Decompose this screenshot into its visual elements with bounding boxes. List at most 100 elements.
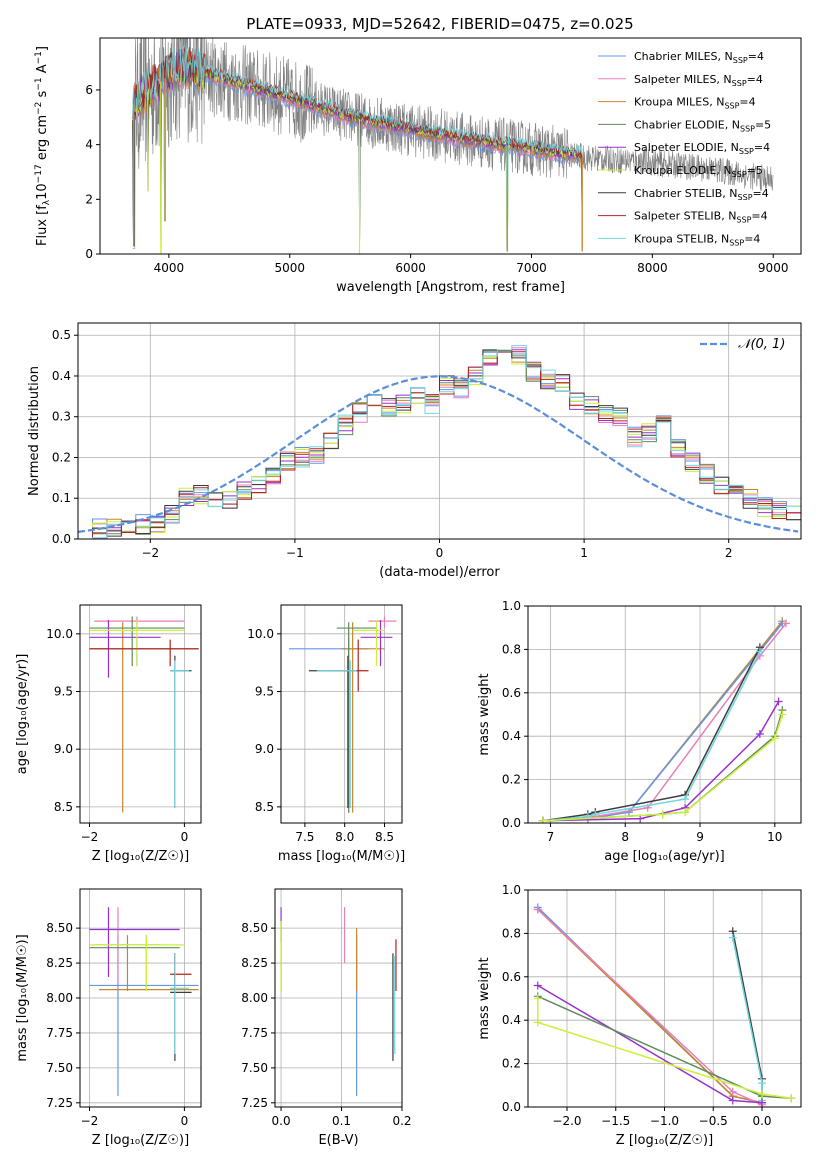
x-tick-label: 7 [547,830,555,844]
legend-val: =4 [747,73,763,86]
x-tick-label: 0 [181,1114,189,1128]
y-tick-label: 8.00 [46,991,73,1005]
age-vs-mass-panel: 7.5 8.0 8.5 8.5 9.0 9.5 10.0 mass [log₁₀(M/M☉)] [247,604,405,864]
series-line-7 [542,714,784,822]
x-tick-label: 9 [696,830,704,844]
y-tick-label: 8.25 [46,956,73,970]
chart-title: PLATE=0933, MJD=52642, FIBERID=0475, z=0… [246,15,633,33]
y-tick-label: 8.25 [241,956,268,970]
y-tick-label: 7.75 [46,1026,73,1040]
y-tick-label: 0.0 [52,532,71,546]
y-tick-label: 9.0 [54,742,73,756]
legend-label-6: Chabrier STELIB, NSSP=4 [634,187,769,202]
y-axis-label-part: erg cm [35,115,50,164]
legend-name: Salpeter STELIB, N [634,210,736,223]
series-marker-5 [728,1096,737,1105]
series-line-0 [542,620,783,822]
y-tick-label: 0.2 [502,773,521,787]
series-marker-7 [533,1018,542,1027]
legend-label-0: Chabrier MILES, NSSP=4 [634,50,764,65]
y-axis-label-part: −17 [34,164,44,183]
plot-area [89,616,199,813]
y-axis-label-part: Flux [f [35,205,50,246]
x-tick-label: 8000 [637,261,668,275]
series-marker-7 [758,1089,766,1098]
age-vs-metallicity-panel: −2 0 8.5 9.0 9.5 10.0 Z [log₁₀(Z/Z☉)] age [log₁… [15,604,202,864]
legend-label-2: Kroupa MILES, NSSP=4 [634,96,756,111]
series-marker-5 [774,697,783,706]
y-axis-label-part: λ [42,199,52,205]
series-marker-1 [624,808,633,817]
y-tick-label: 0.4 [502,729,521,743]
series-marker-5 [533,981,542,990]
legend-val: =4 [754,141,770,154]
legend-name: Salpeter ELODIE, N [634,141,739,154]
plot-area [89,907,199,1096]
x-tick-label: 0.0 [752,1114,771,1128]
legend-val: =4 [744,232,760,245]
x-tick-label: −2 [81,830,99,844]
axes-frame [280,604,403,824]
series-marker-2 [782,619,791,628]
y-tick-label: 9.5 [255,685,274,699]
y-axis-label: Normed distribution [27,366,42,496]
x-tick-label: 0.2 [392,1114,411,1128]
legend-label-7: Salpeter STELIB, NSSP=4 [634,210,768,225]
legend-name: Chabrier STELIB, N [634,187,738,200]
x-tick-label: 0.0 [272,1114,291,1128]
legend-name: Kroupa MILES, N [634,96,724,109]
legend-val: =4 [751,210,767,223]
legend-val: =5 [755,118,771,131]
x-tick-label: 6000 [395,261,426,275]
series-marker-4 [591,810,600,819]
series-line-7 [537,998,792,1100]
x-tick-label: −1.5 [601,1114,630,1128]
x-tick-label: 8.5 [375,830,394,844]
legend-sub: SSP [729,238,744,247]
y-tick-label: 4 [85,138,93,152]
y-axis-label: age [log₁₀(age/yr)] [15,654,30,775]
x-tick-label: −1 [286,546,304,560]
x-axis-label: Z [log₁₀(Z/Z☉)] [92,1133,189,1148]
y-tick-label: 8.00 [241,991,268,1005]
y-tick-label: 9.5 [54,685,73,699]
x-tick-label: 4000 [154,261,185,275]
x-tick-label: 0 [436,546,444,560]
y-tick-label: 7.25 [241,1096,268,1110]
y-tick-label: 8.50 [241,921,268,935]
series-marker-7 [770,734,779,743]
massweight-vs-age-panel: 7 8 9 10 0.0 0.2 0.4 0.6 0.8 1.0 age [log₁₀(age/yr… [477,599,802,864]
massweight-vs-metallicity-panel: −2.0 −1.5 −1.0 −0.5 0.0 0.0 0.2 0.4 0.6 0.8 1.0 Z [… [477,883,802,1148]
series-marker-7 [681,808,690,817]
y-axis-label: mass [log₁₀(M/M☉)] [15,934,30,1061]
y-tick-label: 10.0 [247,627,274,641]
histogram-7 [78,349,801,539]
axes-frame [79,604,202,824]
plot-area [280,907,397,1096]
legend-label-8: Kroupa STELIB, NSSP=4 [634,232,760,247]
mass-vs-ebv-panel: 0.0 0.1 0.2 7.25 7.50 7.75 8.00 8.25 8.50 E(B-V) [241,888,412,1148]
x-axis-label: wavelength [Angstrom, rest frame] [336,280,565,295]
residual-histogram-panel: −2 −1 0 1 2 0.0 0.1 0.2 0.3 0.4 0.5 (data-model)/er… [27,322,802,580]
y-tick-label: 0.2 [52,450,71,464]
legend-sub: SSP [739,147,754,156]
histogram-6 [78,349,801,539]
y-axis-label: mass weight [477,957,492,1039]
y-axis-label: Flux [fλ10−17 erg cm−2 s−1 A−1] [34,46,52,246]
y-axis-label-part: −1 [34,77,44,90]
x-tick-label: 5000 [274,261,305,275]
x-tick-label: 7000 [516,261,547,275]
series-line-5 [537,984,763,1104]
series-line-2 [537,908,763,1106]
y-tick-label: 0.8 [502,642,521,656]
legend-sub: SSP [724,102,739,111]
x-tick-label: 0.1 [332,1114,351,1128]
x-tick-label: −0.5 [699,1114,728,1128]
legend-sub: SSP [732,170,747,179]
x-tick-label: −2 [141,546,159,560]
legend-sub: SSP [736,216,751,225]
y-axis-label-part: s [35,90,50,101]
y-tick-label: 1.0 [502,599,521,613]
x-tick-label: 7.5 [295,830,314,844]
